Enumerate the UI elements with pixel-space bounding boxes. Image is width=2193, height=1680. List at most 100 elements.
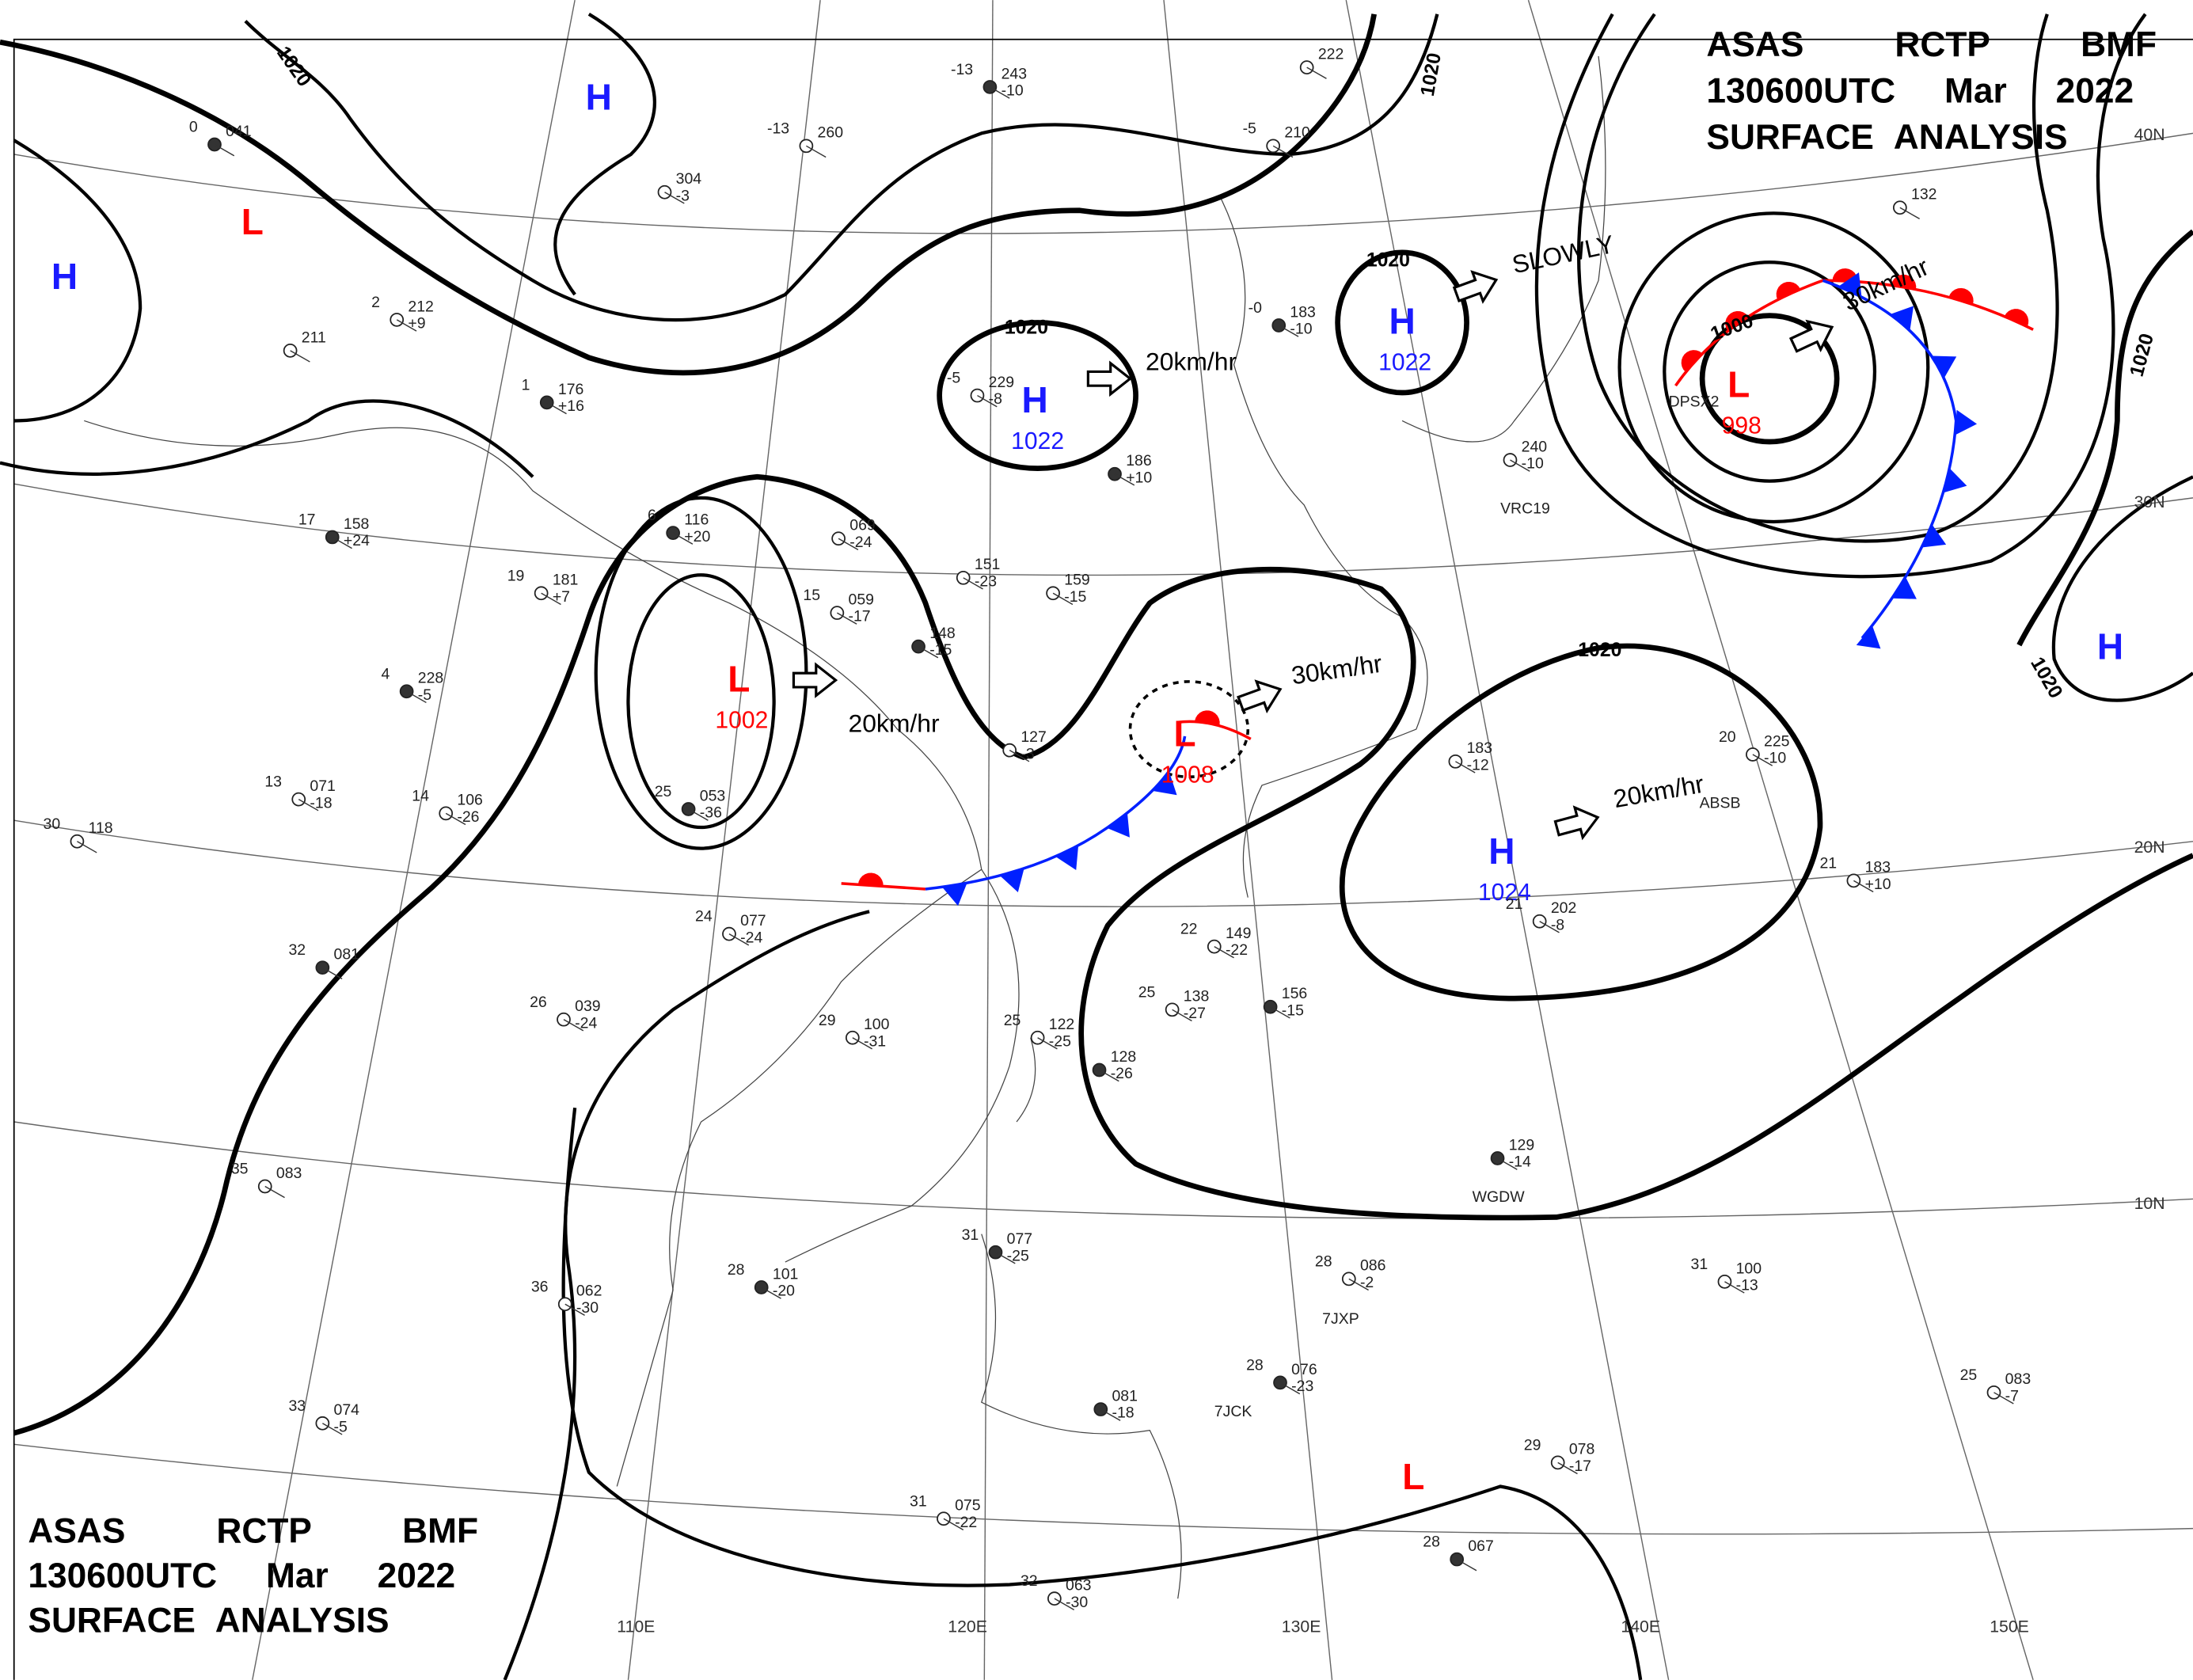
station-pressure: 122 (1049, 1016, 1074, 1033)
wind-barb (806, 145, 827, 158)
wind-barb (977, 394, 998, 408)
graticule (13, 0, 2193, 1680)
station-temperature: 14 (412, 787, 429, 804)
isobar-label: 1020 (1578, 640, 1621, 661)
station-symbol (1047, 1591, 1062, 1606)
station-temperature: 28 (1315, 1252, 1332, 1270)
station-tendency: -24 (575, 1014, 597, 1032)
isobar (13, 473, 2193, 1436)
isobar-label: 1020 (1005, 317, 1048, 339)
station-tendency: +10 (1126, 469, 1152, 486)
latitude-label: 20N (2134, 838, 2165, 857)
station-tendency: +7 (553, 588, 570, 606)
lat-line (13, 1121, 2193, 1219)
station-tendency: -26 (457, 808, 479, 826)
wind-barb (918, 645, 939, 659)
station-temperature: 25 (1004, 1012, 1021, 1029)
motion-arrow (792, 662, 838, 698)
center-pressure: 1024 (1478, 880, 1531, 906)
motion-label: 20km/hr (1146, 348, 1237, 376)
wind-barb (1278, 325, 1299, 337)
isobar-dashed (1128, 680, 1250, 779)
station-temperature: 21 (1506, 895, 1523, 913)
pressure-center: L (241, 201, 264, 242)
wind-barb (1214, 945, 1234, 959)
wind-barb (838, 538, 859, 550)
station-tendency: -5 (418, 686, 431, 704)
isobar (13, 139, 143, 423)
lat-line (13, 819, 2193, 907)
cold-front-symbol (1921, 524, 1947, 548)
isobar (1577, 13, 2059, 543)
station-pressure: 067 (1468, 1537, 1493, 1555)
station-pressure: 076 (1291, 1361, 1317, 1378)
cold-front-symbol (1153, 771, 1177, 796)
station-pressure: 225 (1764, 732, 1790, 750)
station-temperature: -13 (951, 61, 973, 78)
station-symbol (283, 344, 298, 358)
wind-barb (1306, 67, 1327, 79)
wind-barb (990, 86, 1010, 99)
station-tendency: -3 (1020, 745, 1034, 762)
center-pressure: 1022 (1378, 350, 1431, 376)
station-pressure: 129 (1509, 1136, 1534, 1154)
cold-front-symbol (1943, 468, 1967, 493)
station-temperature: 19 (507, 567, 525, 584)
cold-front-symbol (999, 869, 1024, 893)
station-pressure: 222 (1318, 45, 1344, 63)
wind-barb (1114, 473, 1135, 486)
station-tendency: -15 (929, 641, 952, 659)
station-tendency: +20 (684, 528, 710, 545)
isobar (2051, 475, 2193, 702)
station-pressure: 069 (849, 517, 875, 534)
station-id: 7JCK (1214, 1403, 1252, 1420)
header-line: 130600UTC Mar 2022 (28, 1556, 455, 1595)
station-temperature: -5 (947, 370, 960, 387)
wind-barb (322, 1423, 343, 1435)
station-temperature: 17 (298, 511, 316, 529)
station-pressure: 081 (1112, 1387, 1137, 1404)
coastlines (84, 55, 1606, 1599)
pressure-center: H (1389, 301, 1415, 342)
wind-barb (298, 799, 319, 811)
station-tendency: +16 (558, 397, 584, 415)
station-pressure: 183 (1865, 859, 1891, 876)
wind-barb (1037, 1037, 1058, 1050)
isobar-label: 1020 (1366, 250, 1410, 272)
wind-barb (1456, 1558, 1477, 1572)
wind-barb (1510, 459, 1530, 472)
station-tendency: -2 (1360, 1274, 1374, 1291)
station-pressure: 181 (553, 572, 578, 589)
isobar (626, 573, 776, 830)
station-pressure: 053 (700, 787, 725, 804)
station-tendency: -24 (740, 929, 762, 946)
motion-arrow (1553, 805, 1600, 841)
station-temperature: -13 (767, 120, 789, 137)
station-temperature: 31 (1691, 1256, 1708, 1273)
center-pressure: 998 (1722, 412, 1762, 439)
station-pressure: 116 (684, 511, 709, 529)
lon-line (1163, 0, 1333, 1680)
longitude-label: 110E (617, 1617, 655, 1636)
longitude-label: 150E (1990, 1617, 2029, 1636)
pressure-center: L (728, 658, 750, 699)
station-pressure: 059 (849, 591, 874, 608)
station-symbol (207, 137, 222, 152)
station-tendency: +10 (1865, 876, 1891, 893)
station-pressure: 186 (1126, 452, 1151, 469)
station-pressure: 211 (302, 329, 326, 346)
warm-front-symbol (857, 872, 884, 887)
station-temperature: 29 (819, 1012, 836, 1029)
lon-line (627, 0, 821, 1680)
station-tendency: -3 (676, 187, 690, 204)
station-pressure: 243 (1001, 65, 1027, 82)
isobar (553, 13, 657, 296)
lon-line (252, 0, 576, 1680)
station-tendency: -26 (1111, 1065, 1133, 1082)
wind-barb (1270, 1006, 1290, 1019)
coastline (1219, 196, 1428, 898)
isobar (1699, 313, 1840, 445)
station-pressure: 086 (1360, 1257, 1385, 1275)
station-symbol (937, 1511, 951, 1526)
